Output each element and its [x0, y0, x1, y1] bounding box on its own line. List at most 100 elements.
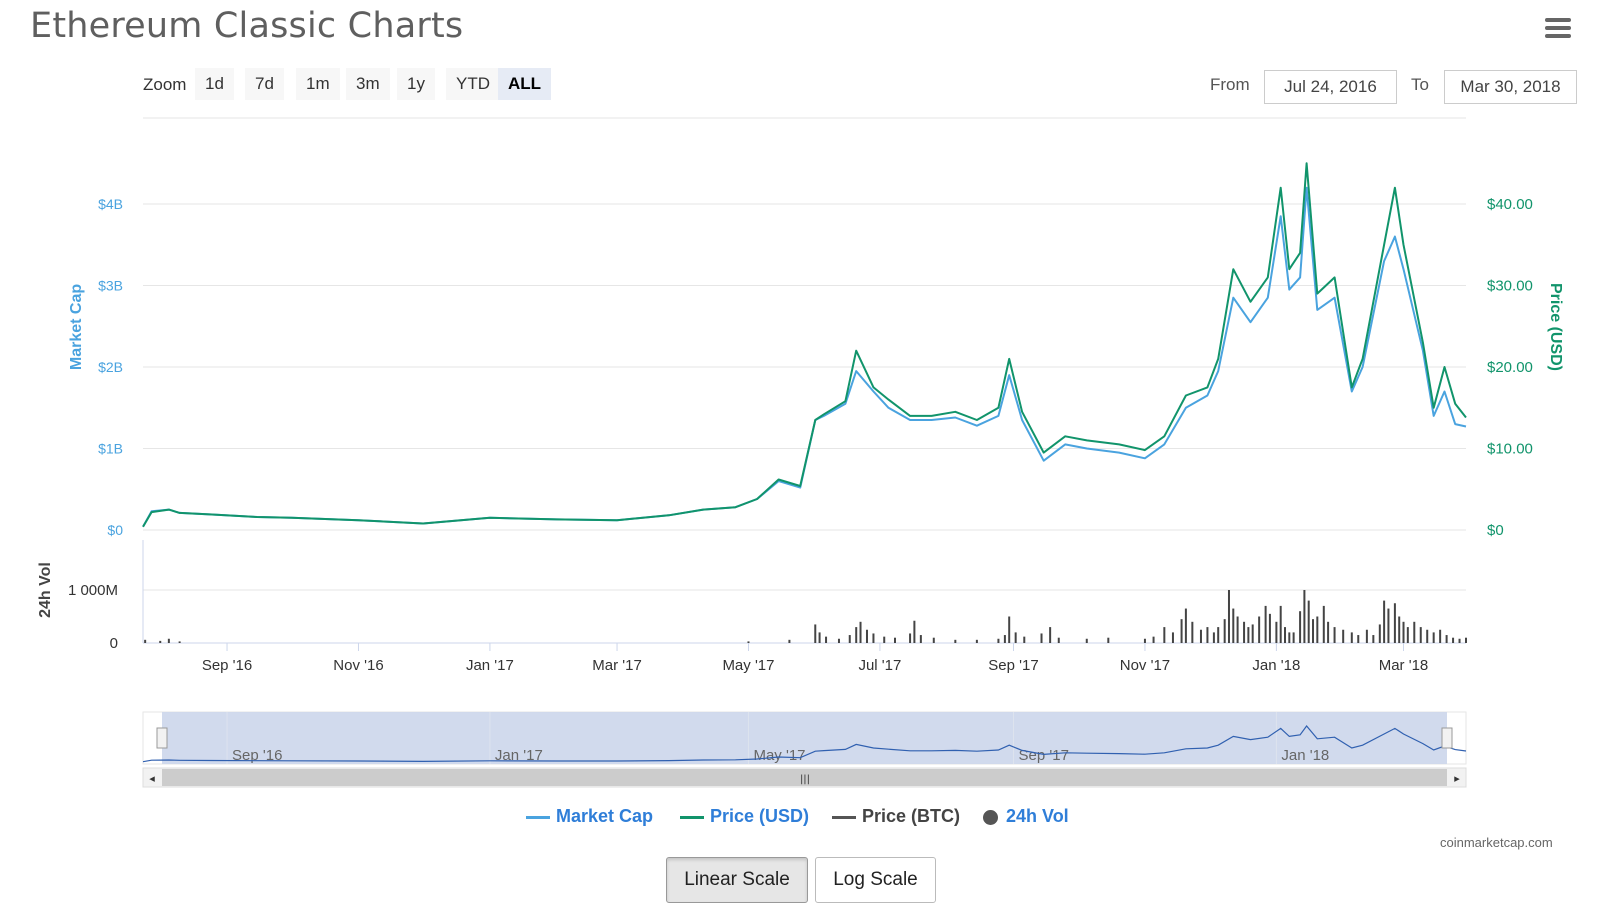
hamburger-menu-icon[interactable]	[1545, 18, 1571, 40]
volume-bar	[1378, 624, 1381, 643]
volume-bar	[1307, 600, 1310, 643]
y-left-tick-label: $0	[107, 522, 123, 538]
volume-bar	[865, 629, 868, 643]
volume-bar	[1419, 627, 1422, 643]
zoom-all-button[interactable]: ALL	[498, 68, 552, 100]
to-date-input[interactable]	[1444, 70, 1577, 104]
y-right-tick-label: $10.00	[1487, 441, 1533, 458]
x-tick-label: Sep '17	[988, 657, 1038, 674]
volume-bar	[1299, 611, 1302, 643]
scrollbar-grip: |||	[800, 774, 810, 785]
volume-bar	[1322, 605, 1325, 643]
volume-bar	[1199, 629, 1202, 643]
zoom-1y-button[interactable]: 1y	[397, 68, 435, 100]
scrollbar-left-arrow: ◂	[149, 772, 155, 785]
volume-bar	[1432, 632, 1435, 643]
volume-bar	[855, 627, 858, 643]
volume-bar	[893, 637, 896, 643]
volume-bar	[1264, 605, 1267, 643]
navigator-series-line	[142, 725, 1467, 763]
zoom-label: Zoom	[143, 75, 187, 94]
volume-bar	[1227, 590, 1230, 643]
y-left-tick-label: $4B	[98, 196, 123, 212]
legend-24h-vol[interactable]: 24h Vol	[983, 806, 1069, 827]
volume-bar	[1163, 627, 1166, 643]
volume-bar	[1458, 638, 1461, 643]
navigator-tick-label: May '17	[753, 747, 805, 764]
volume-bar	[848, 635, 851, 643]
linear-scale-button[interactable]: Linear Scale	[666, 857, 808, 903]
volume-bar	[997, 638, 1000, 643]
volume-bar	[975, 639, 978, 643]
volume-bar	[1445, 635, 1448, 643]
x-tick-label: Jul '17	[858, 657, 901, 674]
volume-bar	[1350, 632, 1353, 643]
volume-bar	[1279, 605, 1282, 643]
x-tick-label: Jan '17	[466, 657, 514, 674]
legend-price-usd[interactable]: Price (USD)	[680, 806, 809, 827]
volume-bar	[1312, 619, 1315, 643]
volume-bar	[919, 635, 922, 643]
x-tick-label: Jan '18	[1252, 657, 1300, 674]
legend-price-btc[interactable]: Price (BTC)	[832, 806, 960, 827]
volume-bar	[1268, 613, 1271, 643]
y-right-tick-label: $20.00	[1487, 359, 1533, 376]
y-right-tick-label: $0	[1487, 522, 1504, 539]
volume-bar	[1243, 621, 1246, 643]
zoom-3m-button[interactable]: 3m	[346, 68, 390, 100]
volume-bar	[883, 636, 886, 643]
legend-price-btc-swatch	[832, 815, 856, 819]
volume-bar	[1143, 638, 1146, 643]
volume-bar	[1288, 632, 1291, 643]
log-scale-button[interactable]: Log Scale	[815, 857, 936, 903]
volume-bar	[1303, 590, 1306, 643]
zoom-1m-button[interactable]: 1m	[296, 68, 340, 100]
volume-bar	[1023, 636, 1026, 643]
from-date-input[interactable]	[1264, 70, 1397, 104]
volume-bar	[1383, 600, 1386, 643]
y-right-tick-label: $40.00	[1487, 196, 1533, 213]
credit-link[interactable]: coinmarketcap.com	[1440, 835, 1553, 850]
volume-bar	[1365, 629, 1368, 643]
volume-bar	[1372, 635, 1375, 643]
x-tick-label: Mar '18	[1379, 657, 1429, 674]
volume-bar	[1085, 638, 1088, 643]
zoom-1d-button[interactable]: 1d	[195, 68, 234, 100]
volume-bar	[1398, 616, 1401, 643]
volume-bar	[825, 636, 828, 643]
volume-bar	[909, 633, 912, 643]
volume-bar	[1357, 635, 1360, 643]
legend-market-cap-swatch	[526, 815, 550, 819]
zoom-7d-button[interactable]: 7d	[245, 68, 284, 100]
volume-bar	[932, 637, 935, 643]
volume-bar	[1107, 637, 1110, 643]
y-right-axis-title: Price (USD)	[1547, 283, 1564, 371]
volume-bar	[837, 638, 840, 643]
legend-market-cap[interactable]: Market Cap	[526, 806, 653, 827]
volume-bar	[178, 641, 181, 643]
volume-bar	[1402, 621, 1405, 643]
x-tick-label: Mar '17	[592, 657, 642, 674]
scrollbar-right-arrow: ▸	[1454, 772, 1460, 785]
navigator-right-handle	[1441, 727, 1453, 749]
navigator-tick-label: Sep '16	[232, 747, 282, 764]
y-left-tick-label: $3B	[98, 278, 123, 294]
zoom-ytd-button[interactable]: YTD	[446, 68, 500, 100]
legend-24h-vol-swatch	[983, 809, 998, 825]
volume-bar	[1316, 616, 1319, 643]
volume-bar	[1284, 627, 1287, 643]
volume-bar	[1171, 632, 1174, 643]
volume-bar	[1232, 608, 1235, 643]
volume-bar	[1426, 629, 1429, 643]
market-cap-line	[142, 186, 1467, 528]
volume-bar	[144, 639, 147, 643]
volume-bar	[1236, 616, 1239, 643]
volume-bar	[818, 632, 821, 643]
volume-bar	[814, 624, 817, 643]
y-left-tick-label: $2B	[98, 359, 123, 375]
volume-bar	[1008, 616, 1011, 643]
navigator-tick-label: Jan '18	[1281, 747, 1329, 764]
volume-bar	[1217, 627, 1220, 643]
legend-price-usd-label: Price (USD)	[710, 806, 810, 826]
